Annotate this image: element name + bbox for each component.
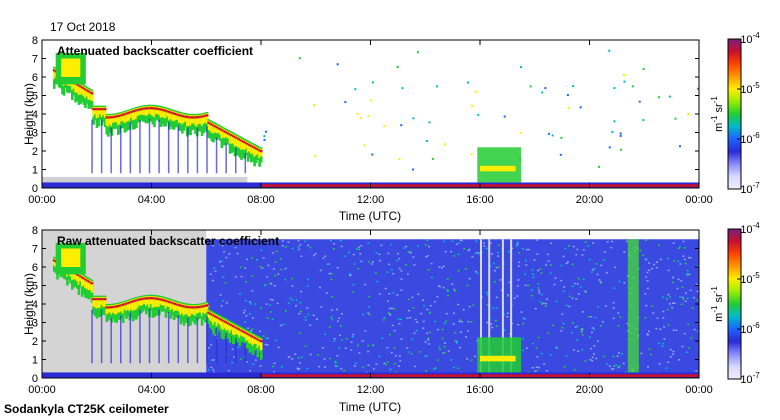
y-tick-label: 2 [32,146,38,158]
colorbar-tick-label: 10-5 [740,271,760,286]
x-tick-label: 20:00 [576,194,604,206]
x-tick-label: 04:00 [138,384,166,396]
x-tick-label: 08:00 [247,384,275,396]
x-tick-label: 00:00 [685,384,713,396]
colorbar-unit-label: m-1 sr-1 [710,286,725,322]
y-tick-label: 8 [32,225,38,237]
y-axis-attenuated: 0 1 2 3 4 5 6 7 8 [32,35,699,195]
y-tick-label: 7 [32,54,38,66]
afternoon-cloud [477,337,522,373]
y-tick-label: 4 [32,109,38,121]
colorbar-tick-label: 10-7 [740,371,760,386]
afternoon-cloud [477,147,522,183]
y-tick-label: 0 [32,373,38,385]
colorbar-tick-label: 10-4 [740,221,760,236]
y-tick-label: 5 [32,281,38,293]
y-tick-label: 1 [32,355,38,367]
colorbar-tick-label: 10-6 [740,321,760,336]
y-axis-label-raw: Height (km) [22,273,36,335]
y-tick-label: 4 [32,299,38,311]
x-tick-label: 20:00 [576,384,604,396]
y-tick-label: 3 [32,128,38,140]
panel-raw: Raw attenuated backscatter coefficient 0… [22,225,713,414]
colorbar-attenuated: 10-4 10-5 10-6 10-7 m-1 sr-1 [710,31,760,196]
y-tick-label: 6 [32,262,38,274]
sparse-specks [263,49,699,171]
y-tick-label: 5 [32,91,38,103]
x-axis-raw: 00:00 04:00 08:00 12:00 16:00 20:00 00:00 [28,230,713,396]
y-tick-label: 0 [32,183,38,195]
heatmap-attenuated [42,49,699,188]
y-tick-label: 6 [32,72,38,84]
date-label: 17 Oct 2018 [50,20,116,34]
colorbar-tick-label: 10-6 [740,131,760,146]
x-tick-label: 00:00 [28,194,56,206]
panel-attenuated: Attenuated backscatter coefficient 0 1 2 3 4… [22,35,713,223]
colorbar-tick-label: 10-4 [740,31,760,46]
y-tick-label: 2 [32,336,38,348]
panel-title-raw: Raw attenuated backscatter coefficient [57,234,279,248]
y-axis-label-attenuated: Height (km) [22,83,36,145]
x-tick-label: 16:00 [466,194,494,206]
x-tick-label: 04:00 [138,194,166,206]
x-axis-label-raw: Time (UTC) [339,400,401,414]
x-tick-label: 12:00 [357,194,385,206]
colorbar-gradient [727,228,742,380]
y-tick-label: 1 [32,165,38,177]
x-axis-attenuated: 00:00 04:00 08:00 12:00 16:00 20:00 00:00 [28,40,713,206]
heatmap-raw [42,230,699,378]
cloud-layer [52,242,263,364]
footer-label: Sodankyla CT25K ceilometer [4,402,169,416]
x-tick-label: 16:00 [466,384,494,396]
colorbar-unit-label: m-1 sr-1 [710,96,725,132]
x-tick-label: 00:00 [685,194,713,206]
cloud-layer [52,52,263,174]
noise-region-blue [206,239,699,378]
x-tick-label: 08:00 [247,194,275,206]
y-axis-raw: 0 1 2 3 4 5 6 7 8 [32,225,699,385]
x-tick-label: 00:00 [28,384,56,396]
colorbar-tick-label: 10-7 [740,181,760,196]
x-axis-label-attenuated: Time (UTC) [339,209,401,223]
y-tick-label: 8 [32,35,38,47]
y-tick-label: 3 [32,318,38,330]
colorbar-tick-label: 10-5 [740,81,760,96]
y-tick-label: 7 [32,244,38,256]
noise-streak [627,239,639,378]
colorbar-raw: 10-4 10-5 10-6 10-7 m-1 sr-1 [710,221,760,386]
panel-title-attenuated: Attenuated backscatter coefficient [57,44,253,58]
colorbar-gradient [727,38,742,190]
x-tick-label: 12:00 [357,384,385,396]
